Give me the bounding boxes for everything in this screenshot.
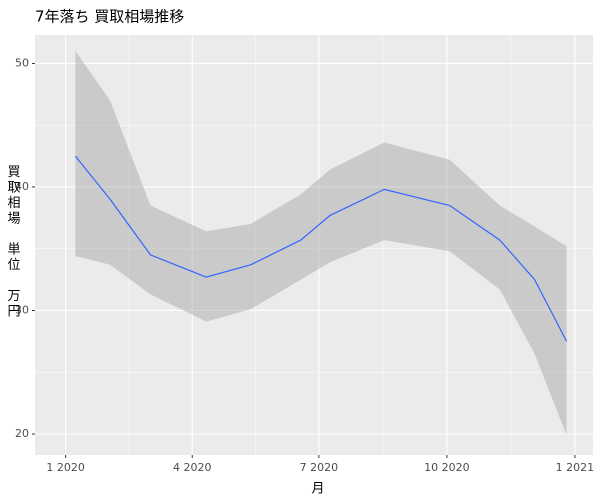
x-tick-label: 7 2020: [300, 461, 339, 474]
y-tick-label: 30: [15, 303, 29, 316]
y-tick-label: 40: [15, 180, 29, 193]
smooth-line: [74, 155, 568, 342]
x-tick-label: 1 2021: [556, 461, 595, 474]
confidence-band: [75, 51, 567, 436]
x-axis-title: 月: [311, 482, 324, 497]
x-tick-label: 10 2020: [424, 461, 470, 474]
x-tick-label: 4 2020: [173, 461, 212, 474]
y-tick-label: 20: [15, 427, 29, 440]
y-axis-title: 買取相場 単位 万円: [7, 165, 20, 320]
plot-panel: [35, 35, 593, 455]
y-tick-label: 50: [15, 56, 29, 69]
x-tick-label: 1 2020: [46, 461, 85, 474]
chart-title: 7年落ち 買取相場推移: [35, 8, 184, 26]
